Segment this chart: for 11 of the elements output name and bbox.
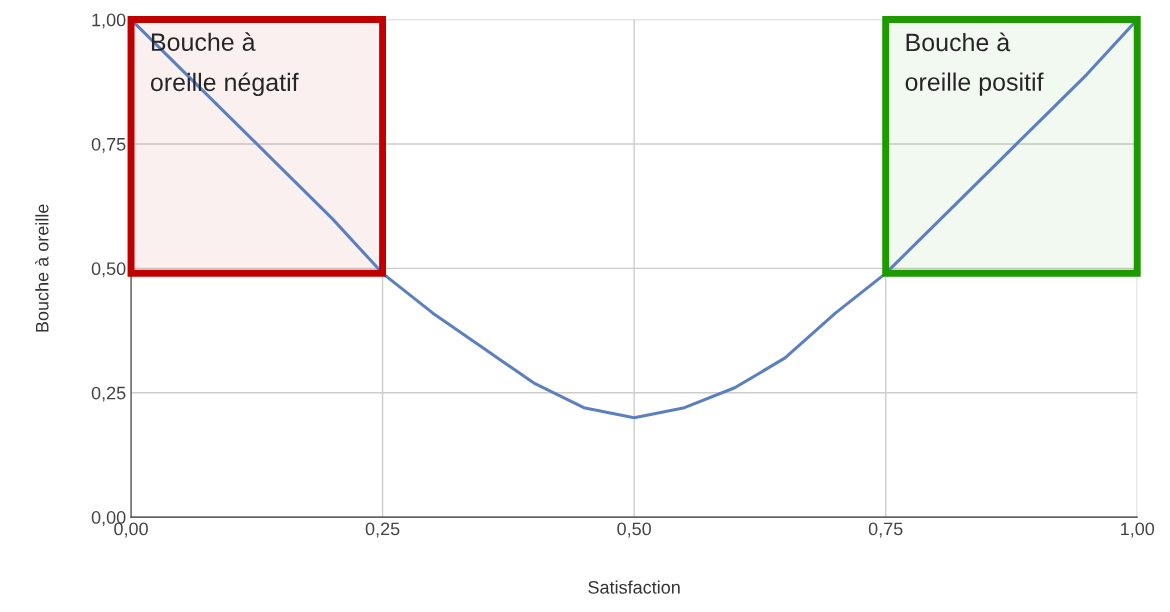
x-tick-label: 0,25 <box>365 522 400 538</box>
y-axis-title: Bouche à oreille <box>35 204 49 332</box>
y-tick-label: 0,50 <box>91 262 126 278</box>
band-label: Bouche à oreille positif <box>905 32 1044 96</box>
x-tick-label: 0,50 <box>617 522 652 538</box>
x-tick-label: 0,75 <box>868 522 903 538</box>
y-tick-label: 0,75 <box>91 137 126 153</box>
x-axis-title: Satisfaction <box>588 580 680 594</box>
y-tick-label: 1,00 <box>92 13 126 29</box>
x-tick-label: 1,00 <box>1121 522 1155 538</box>
y-tick-label: 0,25 <box>91 386 126 402</box>
